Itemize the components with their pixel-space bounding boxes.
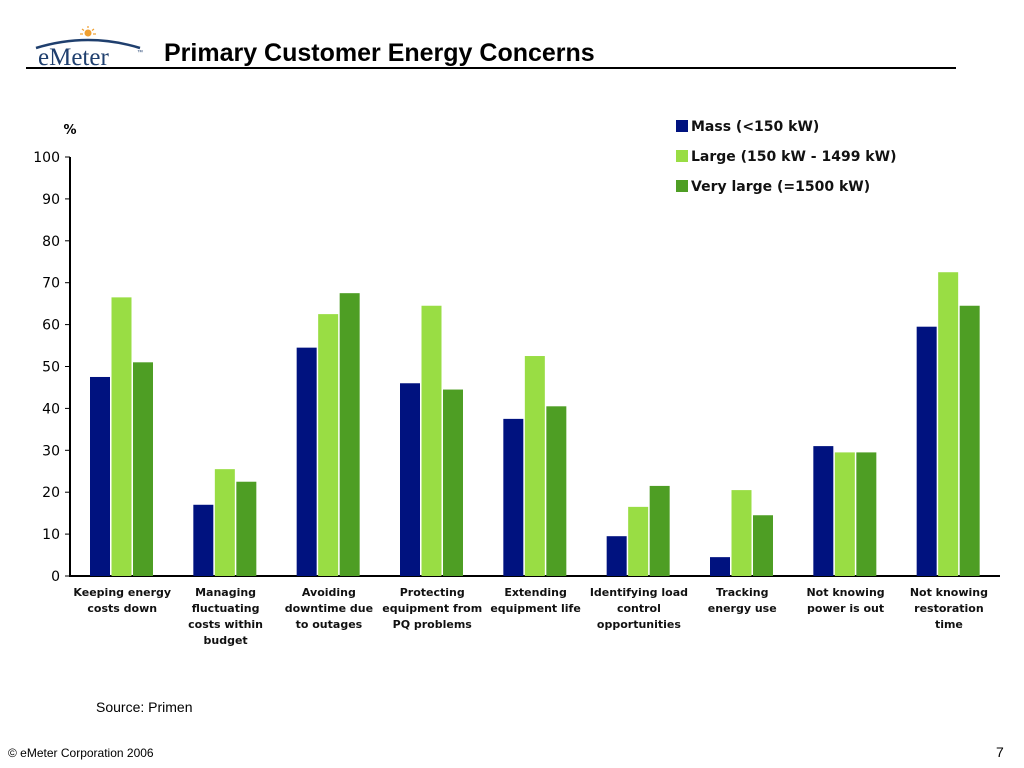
bar-2-1 [111,297,132,576]
bar-3-7 [753,515,773,576]
y-tick-label: 60 [42,318,60,334]
bar-3-9 [959,305,980,576]
legend-label-3: Very large (=1500 kW) [691,179,870,195]
logo-trademark: ™ [137,50,143,56]
bar-2-4 [421,305,442,576]
y-tick-label: 10 [42,527,60,543]
bar-2-2 [214,469,235,576]
y-tick-label: 20 [42,485,60,501]
y-tick-label: 40 [42,401,60,417]
x-category-label-line: Tracking [716,586,768,599]
legend-swatch-1 [676,120,688,132]
bar-2-9 [938,272,959,576]
y-tick-label: 100 [33,150,60,166]
x-category-label-line: control [617,602,661,615]
bar-3-1 [133,362,153,576]
y-axis-label: % [63,123,76,138]
x-category-label: Keeping energy costs down [73,586,171,615]
bar-1-1 [90,376,110,576]
x-category-label-line: power is out [807,602,884,615]
bar-1-2 [193,504,214,576]
bar-2-6 [628,506,649,576]
logo-sun-arc-icon [35,26,141,50]
bar-3-5 [546,406,567,576]
x-category-label-line: Extending [504,586,567,599]
x-category-label-line: costs down [87,602,157,615]
bar-3-8 [856,452,877,576]
x-category-label-line: budget [203,634,247,647]
x-category-label-line: restoration [914,602,984,615]
legend-swatch-3 [676,180,688,192]
bar-2-5 [524,356,545,576]
x-category-label-line: Avoiding [302,586,356,599]
x-category-label-line: Identifying load [590,586,688,599]
legend-label-2: Large (150 kW - 1499 kW) [691,149,896,165]
bar-3-6 [649,485,670,576]
x-category-label-line: Keeping energy [73,586,171,599]
x-category-label-line: time [935,618,963,631]
x-category-label: Not knowing power is out [806,586,884,615]
y-tick-label: 50 [42,360,60,376]
x-category-label-line: fluctuating [192,602,260,615]
slide-title: Primary Customer Energy Concerns [164,39,595,67]
x-category-label-line: to outages [296,618,363,631]
x-category-label-line: opportunities [597,618,681,631]
bar-1-5 [503,418,524,576]
bar-2-3 [318,314,339,576]
x-category-label-line: energy use [708,602,777,615]
bar-2-7 [731,490,752,576]
bar-1-3 [296,347,317,576]
bar-1-8 [813,446,834,576]
title-divider [26,67,956,69]
x-category-label-line: downtime due [285,602,373,615]
bar-3-3 [339,293,360,576]
x-category-label: Identifying load control opportunities [590,586,688,631]
x-category-label-line: Managing [195,586,256,599]
y-tick-label: 90 [42,192,60,208]
page-number: 7 [996,744,1004,760]
legend-label-1: Mass (<150 kW) [691,119,819,135]
bar-1-4 [400,383,420,576]
logo-wordmark: eMeter [38,44,109,71]
x-category-label-line: PQ problems [393,618,473,631]
x-category-label-line: costs within [188,618,263,631]
x-category-label: Protecting equipment from PQ problems [382,586,482,631]
bar-2-8 [834,452,855,576]
legend-swatch-2 [676,150,688,162]
bar-1-7 [710,557,730,576]
x-category-label-line: Not knowing [806,586,884,599]
bar-3-4 [443,389,463,576]
source-note: Source: Primen [96,699,193,715]
bar-1-6 [606,536,627,576]
y-tick-label: 30 [42,443,60,459]
x-category-label: Not knowing restoration time [910,586,988,631]
x-category-label: Avoiding downtime due to outages [285,586,373,631]
y-tick-label: 70 [42,276,60,292]
emeter-logo: eMeter [28,26,158,71]
x-category-label-line: Protecting [400,586,465,599]
y-tick-label: 0 [51,569,60,585]
copyright-footer: © eMeter Corporation 2006 [8,746,154,760]
x-category-label: Tracking energy use [708,586,777,615]
x-category-label-line: equipment from [382,602,482,615]
x-category-label-line: equipment life [490,602,580,615]
x-category-label: Managing fluctuating costs within budget [188,586,263,647]
y-tick-label: 80 [42,234,60,250]
x-category-label: Extending equipment life [490,586,580,615]
x-category-label-line: Not knowing [910,586,988,599]
bar-3-2 [236,481,257,576]
bar-1-9 [916,326,937,576]
